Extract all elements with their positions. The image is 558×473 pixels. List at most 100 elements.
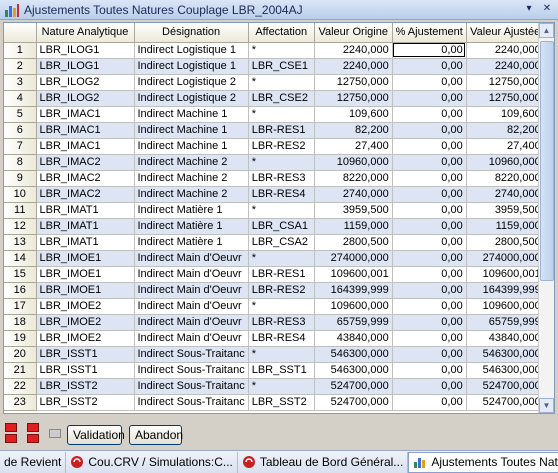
taskbar-item[interactable]: Cou.CRV / Simulations:C... bbox=[66, 451, 238, 473]
adjusted-value-cell[interactable]: 2240,000 bbox=[466, 58, 545, 75]
nature-cell[interactable]: LBR_IMAT1 bbox=[36, 234, 135, 251]
adjustment-percent-cell[interactable]: 0,00 bbox=[392, 106, 467, 123]
nature-cell[interactable]: LBR_IMOE2 bbox=[36, 330, 135, 347]
adjustment-percent-cell[interactable]: 0,00 bbox=[392, 154, 467, 171]
adjustment-percent-cell[interactable]: 0,00 bbox=[392, 378, 467, 395]
affectation-cell[interactable]: * bbox=[248, 378, 315, 395]
original-value-cell[interactable]: 82,200 bbox=[314, 122, 393, 139]
original-value-cell[interactable]: 12750,000 bbox=[314, 90, 393, 107]
nature-cell[interactable]: LBR_ISST1 bbox=[36, 346, 135, 363]
row-number-header[interactable] bbox=[4, 23, 37, 43]
adjusted-value-cell[interactable]: 12750,000 bbox=[466, 90, 545, 107]
designation-cell[interactable]: Indirect Main d'Oeuvr bbox=[134, 250, 249, 267]
cancel-button[interactable]: Abandon bbox=[129, 425, 183, 445]
nature-cell[interactable]: LBR_IMOE1 bbox=[36, 266, 135, 283]
original-value-cell[interactable]: 2740,000 bbox=[314, 186, 393, 203]
validation-button[interactable]: Validation bbox=[67, 425, 125, 445]
designation-cell[interactable]: Indirect Machine 2 bbox=[134, 186, 249, 203]
table-row[interactable]: 7 LBR_IMAC1 Indirect Machine 1 LBR-RES2 27,4… bbox=[4, 138, 545, 155]
adjustment-percent-cell[interactable]: 0,00 bbox=[392, 122, 467, 139]
scroll-down-icon[interactable]: ▼ bbox=[539, 398, 554, 413]
taskbar-item[interactable]: Ajustements Toutes Natu bbox=[408, 451, 558, 473]
column-header[interactable]: Nature Analytique bbox=[36, 23, 135, 43]
affectation-cell[interactable]: * bbox=[248, 202, 315, 219]
adjusted-value-cell[interactable]: 524700,000 bbox=[466, 378, 545, 395]
original-value-cell[interactable]: 27,400 bbox=[314, 138, 393, 155]
column-header[interactable]: % Ajustement bbox=[392, 23, 467, 43]
adjustment-percent-cell[interactable]: 0,00 bbox=[392, 314, 467, 331]
original-value-cell[interactable]: 109,600 bbox=[314, 106, 393, 123]
affectation-cell[interactable]: * bbox=[248, 106, 315, 123]
adjustment-percent-cell[interactable]: 0,00 bbox=[392, 186, 467, 203]
affectation-cell[interactable]: LBR-RES3 bbox=[248, 170, 315, 187]
table-row[interactable]: 3 LBR_ILOG2 Indirect Logistique 2 * 12750,00… bbox=[4, 74, 545, 91]
adjusted-value-cell[interactable]: 43840,000 bbox=[466, 330, 545, 347]
adjustment-percent-cell[interactable]: 0,00 bbox=[392, 138, 467, 155]
table-row[interactable]: 21 LBR_ISST1 Indirect Sous-Traitanc LBR_SST… bbox=[4, 362, 545, 379]
designation-cell[interactable]: Indirect Main d'Oeuvr bbox=[134, 314, 249, 331]
nature-cell[interactable]: LBR_IMOE2 bbox=[36, 298, 135, 315]
taskbar-item[interactable]: de Revient bbox=[0, 451, 67, 473]
table-row[interactable]: 10 LBR_IMAC2 Indirect Machine 2 LBR-RES4 274… bbox=[4, 186, 545, 203]
original-value-cell[interactable]: 1159,000 bbox=[314, 218, 393, 235]
adjusted-value-cell[interactable]: 2240,000 bbox=[466, 42, 545, 59]
designation-cell[interactable]: Indirect Machine 1 bbox=[134, 106, 249, 123]
adjusted-value-cell[interactable]: 109600,001 bbox=[466, 266, 545, 283]
designation-cell[interactable]: Indirect Machine 2 bbox=[134, 170, 249, 187]
designation-cell[interactable]: Indirect Sous-Traitanc bbox=[134, 378, 249, 395]
affectation-cell[interactable]: LBR-RES4 bbox=[248, 186, 315, 203]
table-row[interactable]: 13 LBR_IMAT1 Indirect Matière 1 LBR_CSA2 280… bbox=[4, 234, 545, 251]
dropdown-icon[interactable]: ▾ bbox=[526, 3, 532, 14]
designation-cell[interactable]: Indirect Machine 1 bbox=[134, 122, 249, 139]
table-row[interactable]: 2 LBR_ILOG1 Indirect Logistique 1 LBR_CSE1 2… bbox=[4, 58, 545, 75]
adjusted-value-cell[interactable]: 274000,000 bbox=[466, 250, 545, 267]
nature-cell[interactable]: LBR_IMOE2 bbox=[36, 314, 135, 331]
affectation-cell[interactable]: LBR_CSE2 bbox=[248, 90, 315, 107]
designation-cell[interactable]: Indirect Machine 2 bbox=[134, 154, 249, 171]
adjusted-value-cell[interactable]: 3959,500 bbox=[466, 202, 545, 219]
original-value-cell[interactable]: 65759,999 bbox=[314, 314, 393, 331]
original-value-cell[interactable]: 274000,000 bbox=[314, 250, 393, 267]
adjustment-percent-cell[interactable]: 0,00 bbox=[392, 234, 467, 251]
nature-cell[interactable]: LBR_ILOG1 bbox=[36, 42, 135, 59]
last-record-icon[interactable] bbox=[27, 434, 39, 443]
original-value-cell[interactable]: 109600,001 bbox=[314, 266, 393, 283]
table-row[interactable]: 15 LBR_IMOE1 Indirect Main d'Oeuvr LBR-RES1… bbox=[4, 266, 545, 283]
designation-cell[interactable]: Indirect Matière 1 bbox=[134, 234, 249, 251]
column-header[interactable]: Valeur Origine bbox=[314, 23, 393, 43]
scroll-thumb[interactable] bbox=[540, 41, 554, 281]
adjusted-value-cell[interactable]: 546300,000 bbox=[466, 362, 545, 379]
table-row[interactable]: 5 LBR_IMAC1 Indirect Machine 1 * 109,600 0,00… bbox=[4, 106, 545, 123]
vertical-scrollbar[interactable]: ▲ ▼ bbox=[538, 23, 554, 413]
affectation-cell[interactable]: LBR-RES1 bbox=[248, 266, 315, 283]
affectation-cell[interactable]: LBR-RES4 bbox=[248, 330, 315, 347]
adjusted-value-cell[interactable]: 1159,000 bbox=[466, 218, 545, 235]
designation-cell[interactable]: Indirect Sous-Traitanc bbox=[134, 394, 249, 411]
adjustment-percent-cell[interactable]: 0,00 bbox=[392, 266, 467, 283]
adjusted-value-cell[interactable]: 12750,000 bbox=[466, 74, 545, 91]
column-header[interactable]: Valeur Ajustée bbox=[466, 23, 545, 43]
adjustment-percent-cell[interactable]: 0,00 bbox=[392, 58, 467, 75]
adjusted-value-cell[interactable]: 10960,000 bbox=[466, 154, 545, 171]
previous-record-icon[interactable] bbox=[5, 434, 17, 443]
affectation-cell[interactable]: * bbox=[248, 154, 315, 171]
original-value-cell[interactable]: 524700,000 bbox=[314, 394, 393, 411]
table-row[interactable]: 9 LBR_IMAC2 Indirect Machine 2 LBR-RES3 8220… bbox=[4, 170, 545, 187]
adjustment-percent-cell[interactable]: 0,00 bbox=[392, 170, 467, 187]
affectation-cell[interactable]: LBR_CSA1 bbox=[248, 218, 315, 235]
column-header[interactable]: Désignation bbox=[134, 23, 249, 43]
designation-cell[interactable]: Indirect Logistique 1 bbox=[134, 42, 249, 59]
table-row[interactable]: 22 LBR_ISST2 Indirect Sous-Traitanc * 524700… bbox=[4, 378, 545, 395]
designation-cell[interactable]: Indirect Logistique 1 bbox=[134, 58, 249, 75]
nature-cell[interactable]: LBR_IMAC2 bbox=[36, 186, 135, 203]
designation-cell[interactable]: Indirect Matière 1 bbox=[134, 202, 249, 219]
nature-cell[interactable]: LBR_ISST2 bbox=[36, 378, 135, 395]
table-row[interactable]: 23 LBR_ISST2 Indirect Sous-Traitanc LBR_SST… bbox=[4, 394, 545, 411]
affectation-cell[interactable]: LBR_CSE1 bbox=[248, 58, 315, 75]
original-value-cell[interactable]: 2800,500 bbox=[314, 234, 393, 251]
designation-cell[interactable]: Indirect Machine 1 bbox=[134, 138, 249, 155]
designation-cell[interactable]: Indirect Sous-Traitanc bbox=[134, 346, 249, 363]
table-row[interactable]: 11 LBR_IMAT1 Indirect Matière 1 * 3959,500 0,… bbox=[4, 202, 545, 219]
original-value-cell[interactable]: 109600,000 bbox=[314, 298, 393, 315]
affectation-cell[interactable]: LBR_SST1 bbox=[248, 362, 315, 379]
